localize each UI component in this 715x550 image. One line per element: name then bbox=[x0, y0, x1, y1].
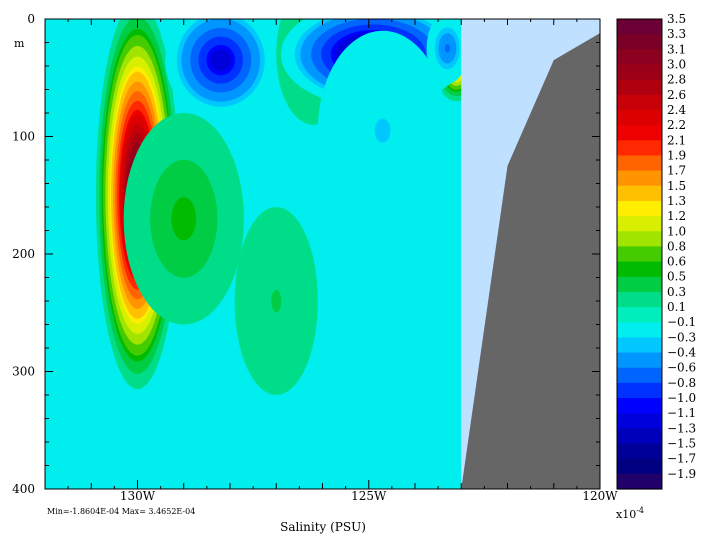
colorbar-label: −1.7 bbox=[667, 452, 696, 466]
min-max-annotation: Min=-1.8604E-04 Max= 3.4652E-04 bbox=[47, 507, 195, 516]
y-tick-label: 100 bbox=[12, 130, 35, 144]
colorbar-swatch bbox=[617, 413, 662, 429]
x-axis: 130W 125W 120W bbox=[44, 19, 618, 503]
colorbar-label: 1.0 bbox=[667, 224, 686, 238]
colorbar-swatch bbox=[617, 367, 662, 384]
colorbar-swatch bbox=[617, 64, 662, 81]
colorbar-swatch bbox=[617, 261, 662, 278]
contour-band-positive bbox=[271, 289, 282, 313]
colorbar-label: 2.2 bbox=[667, 118, 686, 132]
colorbar-exponent: x10-4 bbox=[616, 506, 644, 521]
contour-band-negative bbox=[210, 49, 232, 72]
y-tick-label: 200 bbox=[12, 247, 35, 261]
colorbar-swatch bbox=[617, 458, 662, 475]
colorbar-label: −1.0 bbox=[667, 391, 696, 405]
colorbar-swatch bbox=[617, 398, 662, 414]
land-mask bbox=[461, 33, 600, 489]
colorbar-swatch bbox=[617, 322, 662, 338]
colorbar-label: 3.5 bbox=[667, 12, 686, 26]
y-axis-label: m bbox=[14, 37, 25, 50]
y-axis: 0 100 200 300 400 bbox=[12, 12, 600, 496]
colorbar-label: −0.8 bbox=[667, 376, 696, 390]
colorbar-swatch bbox=[617, 155, 662, 172]
colorbar-label: −0.4 bbox=[667, 346, 697, 360]
colorbar-label: 0.3 bbox=[667, 285, 686, 299]
x-tick-label: 130W bbox=[120, 489, 156, 503]
colorbar-swatch bbox=[617, 307, 662, 323]
colorbar-swatch bbox=[617, 140, 662, 157]
colorbar-swatch bbox=[617, 231, 662, 248]
x-tick-label: 125W bbox=[351, 489, 387, 503]
colorbar-swatch bbox=[617, 49, 662, 66]
colorbar-swatch bbox=[617, 125, 662, 141]
colorbar-label: 2.4 bbox=[667, 103, 686, 117]
colorbar-swatch bbox=[617, 185, 662, 202]
colorbar-swatch bbox=[617, 170, 662, 187]
colorbar-label: −0.3 bbox=[667, 330, 696, 344]
colorbar-swatch bbox=[617, 19, 662, 35]
colorbar-label: 0.1 bbox=[667, 300, 686, 314]
colorbar-label: 1.2 bbox=[667, 209, 686, 223]
colorbar-label: −0.6 bbox=[667, 361, 696, 375]
y-tick-label: 0 bbox=[27, 12, 35, 26]
contour-band-positive bbox=[171, 197, 197, 241]
colorbar-label: 3.1 bbox=[667, 42, 686, 56]
colorbar-swatch bbox=[617, 79, 662, 96]
colorbar-label: −1.3 bbox=[667, 421, 696, 435]
colorbar-label: −1.1 bbox=[667, 406, 696, 420]
colorbar-label: −1.9 bbox=[667, 467, 696, 481]
y-tick-label: 300 bbox=[12, 365, 35, 379]
contour-band-negative bbox=[444, 44, 450, 53]
colorbar-label: 1.7 bbox=[667, 164, 686, 178]
colorbar-swatch bbox=[617, 428, 662, 445]
x-tick-label: 120W bbox=[582, 489, 618, 503]
colorbar-label: 0.5 bbox=[667, 270, 686, 284]
colorbar-label: 1.9 bbox=[667, 149, 686, 163]
contour-band-negative bbox=[374, 118, 391, 143]
colorbar-label: 3.0 bbox=[667, 58, 686, 72]
colorbar-label: 2.1 bbox=[667, 133, 686, 147]
colorbar-swatch bbox=[617, 443, 662, 460]
colorbar-swatch bbox=[617, 382, 662, 399]
colorbar-label: 0.8 bbox=[667, 239, 686, 253]
colorbar-label: −1.5 bbox=[667, 437, 696, 451]
colorbar-swatch bbox=[617, 94, 662, 111]
colorbar-label: 0.6 bbox=[667, 255, 686, 269]
colorbar-swatch bbox=[617, 337, 662, 354]
colorbar-frame bbox=[616, 18, 663, 490]
colorbar-label: 1.5 bbox=[667, 179, 686, 193]
colorbar-label: 2.8 bbox=[667, 73, 686, 87]
colorbar-label: 1.3 bbox=[667, 194, 686, 208]
colorbar-swatch bbox=[617, 109, 662, 126]
colorbar-swatch bbox=[617, 473, 662, 490]
colorbar: 3.53.33.13.02.82.62.42.22.11.91.71.51.31… bbox=[616, 12, 697, 490]
colorbar-exponent-base: x10 bbox=[616, 508, 636, 521]
colorbar-swatch bbox=[617, 352, 662, 369]
colorbar-swatch bbox=[617, 216, 662, 232]
colorbar-swatch bbox=[617, 276, 662, 293]
colorbar-label: 2.6 bbox=[667, 88, 686, 102]
colorbar-label: −0.1 bbox=[667, 315, 696, 329]
contour-field bbox=[45, 19, 600, 489]
colorbar-exponent-power: -4 bbox=[636, 506, 644, 515]
colorbar-swatch bbox=[617, 34, 662, 50]
colorbar-swatch bbox=[617, 200, 662, 217]
colorbar-swatch bbox=[617, 246, 662, 263]
y-tick-label: 400 bbox=[12, 482, 35, 496]
x-axis-label: Salinity (PSU) bbox=[280, 520, 366, 534]
colorbar-swatch bbox=[617, 291, 662, 308]
colorbar-label: 3.3 bbox=[667, 27, 686, 41]
